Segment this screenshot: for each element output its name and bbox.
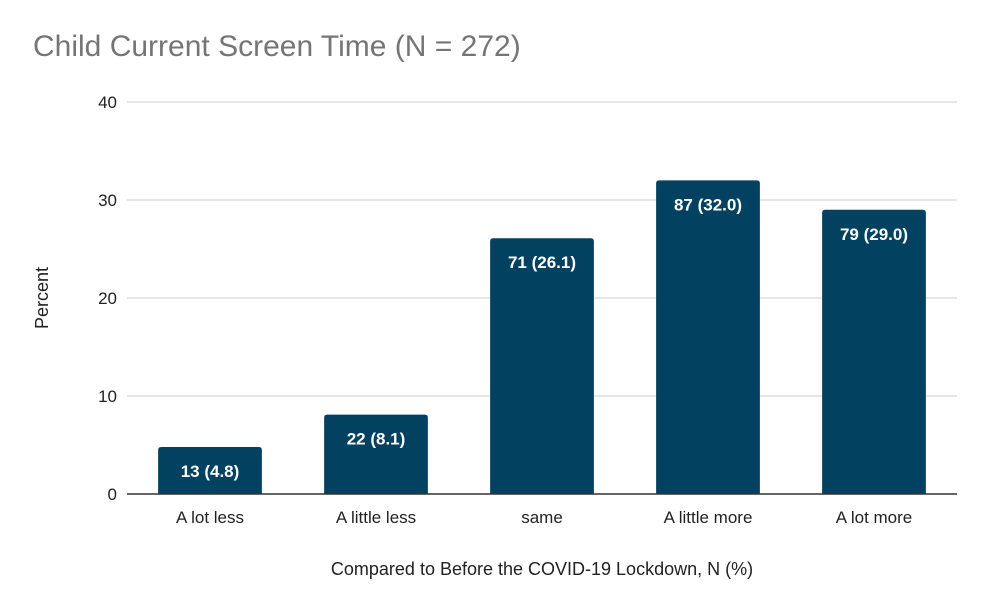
bar-data-label: 79 (29.0) [840,225,908,244]
bar-data-label: 87 (32.0) [674,195,742,214]
x-category-label: same [521,508,563,527]
y-tick-label: 10 [98,387,117,406]
x-category-label: A lot less [176,508,244,527]
bars: 13 (4.8) 22 (8.1) 71 (26.1) 87 (32.0) 79 (29… [158,180,926,495]
bar [324,414,428,494]
bar [656,180,760,494]
bar-data-label: 13 (4.8) [181,462,240,481]
y-tick-label: 20 [98,289,117,308]
x-axis-title: Compared to Before the COVID-19 Lockdown… [331,559,753,579]
bar [822,209,926,495]
y-tick-label: 30 [98,191,117,210]
bar [158,446,262,494]
bar [490,238,594,494]
chart-title: Child Current Screen Time (N = 272) [33,30,521,63]
bar-data-label: 71 (26.1) [508,253,576,272]
x-category-label: A lot more [836,508,913,527]
y-axis-ticks: 0 10 20 30 40 [98,93,117,504]
x-category-label: A little more [664,508,753,527]
y-tick-label: 0 [108,485,117,504]
y-tick-label: 40 [98,93,117,112]
x-axis-categories: A lot less A little less same A little more… [176,508,912,527]
bar-data-label: 22 (8.1) [347,430,406,449]
y-axis-title: Percent [32,267,52,329]
x-category-label: A little less [336,508,416,527]
